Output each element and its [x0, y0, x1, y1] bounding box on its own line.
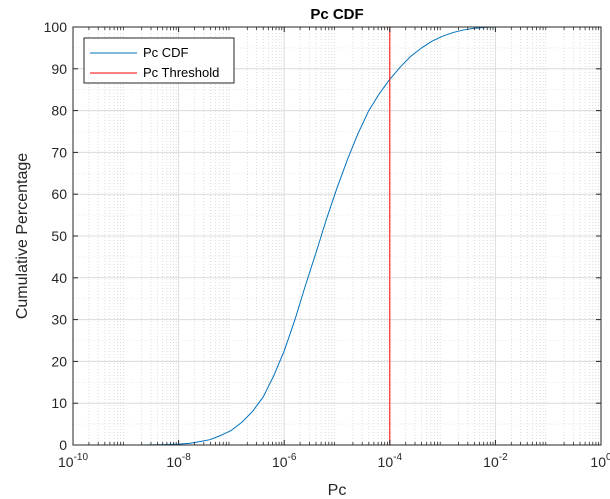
legend: Pc CDF Pc Threshold [83, 37, 235, 84]
x-tick-label: 10-8 [166, 452, 191, 470]
y-tick-label: 30 [51, 312, 67, 328]
x-tick-label-exponent: -10 [74, 452, 89, 463]
series-line-pc-cdf [141, 26, 528, 446]
chart-title: Pc CDF [310, 6, 363, 23]
x-tick-label: 10-6 [272, 452, 297, 470]
x-tick-label-base: 10 [272, 454, 288, 470]
y-tick-label: 100 [44, 19, 68, 35]
legend-label-pc-threshold: Pc Threshold [143, 65, 219, 80]
y-tick-label: 80 [51, 103, 67, 119]
x-tick-label: 10-2 [483, 452, 508, 470]
legend-label-pc-cdf: Pc CDF [143, 45, 189, 60]
x-tick-label-base: 10 [378, 454, 394, 470]
y-axis-label: Cumulative Percentage [14, 153, 31, 319]
y-tick-label: 90 [51, 61, 67, 77]
x-tick-label-base: 10 [166, 454, 182, 470]
y-tick-label: 60 [51, 186, 67, 202]
x-tick-label-base: 10 [58, 454, 74, 470]
minor-grid [73, 27, 601, 445]
x-tick-label-exponent: -8 [182, 452, 191, 463]
y-tick-label: 40 [51, 270, 67, 286]
x-tick-label-exponent: -6 [288, 452, 297, 463]
y-tick-label: 50 [51, 228, 67, 244]
y-tick-label: 10 [51, 395, 67, 411]
x-tick-label: 10-10 [58, 452, 88, 470]
y-tick-label: 70 [51, 144, 67, 160]
x-tick-label: 100 [590, 452, 610, 470]
x-tick-label: 10-4 [378, 452, 403, 470]
x-axis-label: Pc [328, 482, 347, 499]
x-tick-label-exponent: 0 [606, 452, 610, 463]
x-tick-label-base: 10 [590, 454, 606, 470]
ticks [72, 26, 602, 446]
series-layer [141, 26, 528, 446]
x-tick-label-base: 10 [483, 454, 499, 470]
tick-labels: 10-10 10-8 10-6 10-4 10-2 1000102030405060708… [44, 19, 610, 470]
legend-box [83, 37, 235, 84]
y-tick-label: 0 [59, 437, 67, 453]
x-tick-label-exponent: -2 [499, 452, 508, 463]
x-tick-label-exponent: -4 [393, 452, 402, 463]
y-tick-label: 20 [51, 353, 67, 369]
